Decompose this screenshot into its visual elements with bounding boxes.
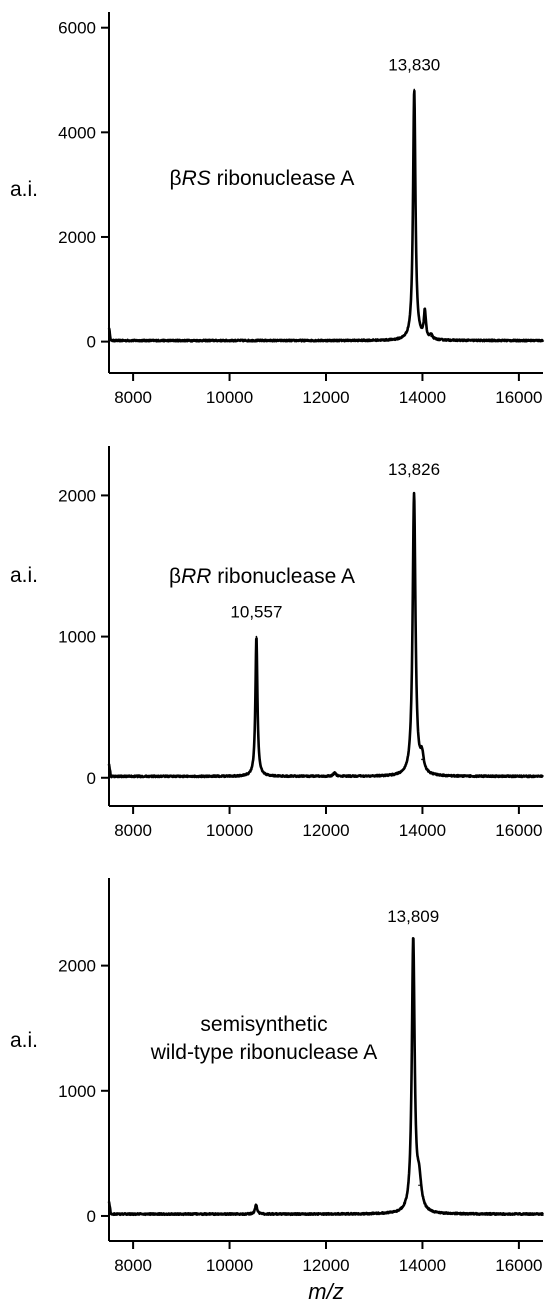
peak-apex — [412, 940, 415, 943]
y-axis-label: a.i. — [10, 178, 38, 201]
chart-title-part: wild-type ribonuclease A — [150, 1041, 377, 1064]
chart-title-part: β — [169, 565, 181, 588]
peak-apex — [421, 758, 423, 761]
chart-title: βRR ribonuclease A — [169, 565, 355, 588]
panel-brs-ribonuclease: 0 2000 4000 6000 8000 10000 12000 14000 16000 a.i… — [10, 12, 545, 407]
y-tick-label: 4000 — [58, 123, 96, 142]
spectrum-trace — [107, 89, 545, 343]
spectrum-trace — [107, 491, 544, 779]
peak-apex — [255, 635, 258, 638]
x-tick-label: 14000 — [399, 1256, 446, 1275]
panel-semisynthetic-wildtype: 0 1000 2000 8000 10000 12000 14000 16000 a.i. sem… — [10, 878, 544, 1275]
x-tick-label: 8000 — [114, 388, 152, 407]
peak-apex — [413, 88, 416, 91]
x-tick-label: 10000 — [206, 388, 253, 407]
peak-apex — [418, 1184, 420, 1187]
x-tick-label: 10000 — [206, 1256, 253, 1275]
chart-title-part: ribonuclease A — [211, 167, 355, 190]
y-tick-label: 2000 — [58, 486, 96, 505]
x-tick-label: 14000 — [399, 821, 446, 840]
x-tick-label: 16000 — [495, 1256, 542, 1275]
y-axis-label: a.i. — [10, 1029, 38, 1052]
x-axis-label: m/z — [308, 1279, 343, 1304]
chart-title-part: ribonuclease A — [211, 565, 355, 588]
peak-apex — [333, 772, 336, 774]
x-tick-label: 14000 — [399, 388, 446, 407]
peak-label: 10,557 — [230, 603, 282, 622]
y-tick-label: 0 — [87, 1207, 96, 1226]
y-axis-label: a.i. — [10, 564, 38, 587]
y-tick-label: 1000 — [58, 628, 96, 647]
y-tick-label: 2000 — [58, 957, 96, 976]
chart-title-part: RR — [181, 565, 211, 588]
chart-title-part: semisynthetic — [200, 1013, 327, 1036]
x-tick-label: 10000 — [206, 821, 253, 840]
peak-label: 13,809 — [387, 907, 439, 926]
peak-label: 13,826 — [388, 460, 440, 479]
chart-title: semisynthetic — [200, 1013, 327, 1036]
chart-title-part: β — [170, 167, 182, 190]
x-tick-label: 16000 — [495, 821, 542, 840]
y-tick-label: 0 — [87, 333, 96, 352]
x-tick-label: 12000 — [302, 1256, 349, 1275]
x-tick-label: 8000 — [114, 1256, 152, 1275]
y-tick-label: 0 — [87, 769, 96, 788]
x-tick-label: 8000 — [114, 821, 152, 840]
chart-title: βRS ribonuclease A — [170, 167, 355, 190]
peak-apex — [424, 312, 426, 315]
x-tick-label: 12000 — [302, 388, 349, 407]
y-tick-label: 2000 — [58, 228, 96, 247]
peak-label: 13,830 — [388, 55, 440, 74]
peak-apex — [255, 1203, 257, 1206]
panel-brr-ribonuclease: 0 1000 2000 8000 10000 12000 14000 16000 a.i. βRR… — [10, 446, 544, 840]
peak-apex — [430, 335, 432, 338]
chart-title-part: RS — [182, 167, 211, 190]
spectrum-trace — [107, 936, 544, 1217]
peak-apex — [413, 493, 415, 495]
x-tick-label: 16000 — [495, 388, 542, 407]
x-tick-label: 12000 — [302, 821, 349, 840]
y-tick-label: 1000 — [58, 1082, 96, 1101]
y-tick-label: 6000 — [58, 19, 96, 38]
chart-title: wild-type ribonuclease A — [150, 1041, 377, 1064]
